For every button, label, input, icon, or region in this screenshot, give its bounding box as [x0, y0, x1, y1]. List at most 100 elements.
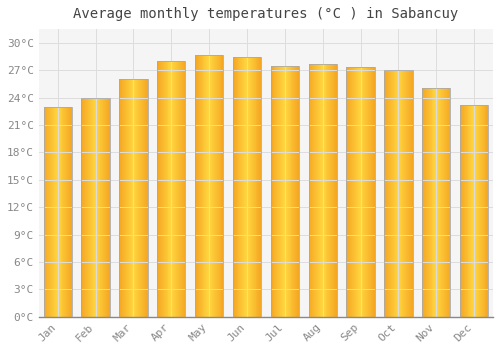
Bar — [388, 70, 389, 317]
Bar — [128, 79, 130, 317]
Bar — [176, 61, 177, 317]
Bar — [103, 98, 104, 317]
Bar — [213, 55, 214, 317]
Bar — [462, 105, 463, 317]
Bar — [157, 61, 158, 317]
Bar — [252, 57, 254, 317]
Bar — [67, 107, 68, 317]
Bar — [283, 65, 284, 317]
Bar — [324, 64, 326, 317]
Bar — [278, 65, 279, 317]
Bar — [317, 64, 318, 317]
Bar — [96, 98, 98, 317]
Bar — [463, 105, 464, 317]
Bar — [126, 79, 127, 317]
Bar — [368, 68, 369, 317]
Bar — [243, 57, 244, 317]
Bar — [56, 107, 57, 317]
Bar — [178, 61, 179, 317]
Bar — [179, 61, 180, 317]
Bar — [119, 79, 120, 317]
Bar — [444, 89, 445, 317]
Bar — [256, 57, 258, 317]
Bar — [210, 55, 211, 317]
Bar — [157, 61, 186, 317]
Bar — [308, 64, 310, 317]
Bar — [62, 107, 64, 317]
Bar — [181, 61, 182, 317]
Bar — [90, 98, 91, 317]
Bar — [222, 55, 224, 317]
Bar — [141, 79, 142, 317]
Bar — [477, 105, 478, 317]
Bar — [358, 68, 360, 317]
Bar — [249, 57, 250, 317]
Bar — [351, 68, 352, 317]
Bar — [88, 98, 89, 317]
Bar — [143, 79, 144, 317]
Bar — [481, 105, 482, 317]
Bar — [408, 70, 409, 317]
Bar — [84, 98, 85, 317]
Bar — [484, 105, 486, 317]
Bar — [320, 64, 321, 317]
Bar — [196, 55, 197, 317]
Bar — [308, 64, 337, 317]
Bar — [109, 98, 110, 317]
Bar — [140, 79, 141, 317]
Bar — [281, 65, 282, 317]
Bar — [371, 68, 372, 317]
Bar — [446, 89, 448, 317]
Bar — [387, 70, 388, 317]
Bar — [356, 68, 357, 317]
Bar — [195, 55, 224, 317]
Bar — [472, 105, 473, 317]
Bar — [334, 64, 335, 317]
Bar — [134, 79, 136, 317]
Bar — [254, 57, 256, 317]
Bar — [53, 107, 54, 317]
Bar — [198, 55, 200, 317]
Bar — [353, 68, 354, 317]
Bar — [234, 57, 236, 317]
Bar — [482, 105, 484, 317]
Bar — [461, 105, 462, 317]
Bar — [214, 55, 215, 317]
Bar — [440, 89, 441, 317]
Bar — [161, 61, 162, 317]
Bar — [137, 79, 138, 317]
Bar — [335, 64, 336, 317]
Bar — [46, 107, 48, 317]
Bar — [158, 61, 159, 317]
Bar — [294, 65, 296, 317]
Title: Average monthly temperatures (°C ) in Sabancuy: Average monthly temperatures (°C ) in Sa… — [74, 7, 458, 21]
Bar — [370, 68, 371, 317]
Bar — [94, 98, 96, 317]
Bar — [346, 68, 375, 317]
Bar — [258, 57, 260, 317]
Bar — [394, 70, 396, 317]
Bar — [102, 98, 103, 317]
Bar — [441, 89, 442, 317]
Bar — [58, 107, 59, 317]
Bar — [390, 70, 391, 317]
Bar — [177, 61, 178, 317]
Bar — [445, 89, 446, 317]
Bar — [54, 107, 55, 317]
Bar — [68, 107, 69, 317]
Bar — [211, 55, 212, 317]
Bar — [298, 65, 299, 317]
Bar — [315, 64, 316, 317]
Bar — [470, 105, 472, 317]
Bar — [215, 55, 216, 317]
Bar — [391, 70, 392, 317]
Bar — [479, 105, 480, 317]
Bar — [49, 107, 50, 317]
Bar — [130, 79, 132, 317]
Bar — [407, 70, 408, 317]
Bar — [430, 89, 432, 317]
Bar — [386, 70, 387, 317]
Bar — [120, 79, 121, 317]
Bar — [180, 61, 181, 317]
Bar — [168, 61, 170, 317]
